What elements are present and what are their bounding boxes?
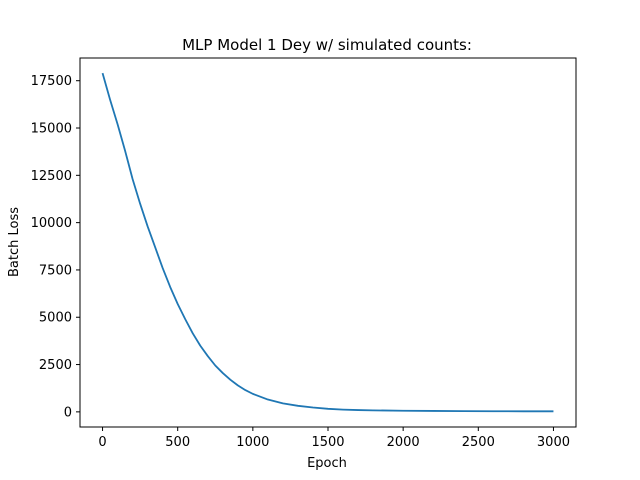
chart-title: MLP Model 1 Dey w/ simulated counts: — [182, 36, 472, 54]
plot-area — [101, 72, 554, 413]
x-tick-label: 2000 — [387, 435, 420, 450]
axes-frame — [79, 57, 577, 428]
x-tick-label: 1000 — [236, 435, 269, 450]
y-axis-label: Batch Loss — [7, 207, 22, 277]
y-tick-label: 10000 — [31, 216, 72, 231]
y-tick-label: 17500 — [31, 74, 72, 89]
y-axis-ticks: 0 2500 5000 7500 10000 12500 15000 17500 — [31, 74, 80, 420]
x-tick-label: 2500 — [462, 435, 495, 450]
y-tick-label: 2500 — [39, 358, 72, 373]
x-tick-label: 500 — [165, 435, 190, 450]
x-tick-label: 1500 — [311, 435, 344, 450]
y-tick-label: 7500 — [39, 263, 72, 278]
y-tick-label: 15000 — [31, 122, 72, 137]
x-tick-label: 3000 — [537, 435, 570, 450]
y-tick-label: 5000 — [39, 311, 72, 326]
x-axis-label: Epoch — [307, 456, 347, 471]
x-tick-label: 0 — [98, 435, 106, 450]
y-tick-label: 0 — [64, 405, 72, 420]
x-axis-ticks: 0 500 1000 1500 2000 2500 3000 — [98, 427, 570, 450]
y-tick-label: 12500 — [31, 169, 72, 184]
series-line-batch-loss — [101, 72, 554, 413]
